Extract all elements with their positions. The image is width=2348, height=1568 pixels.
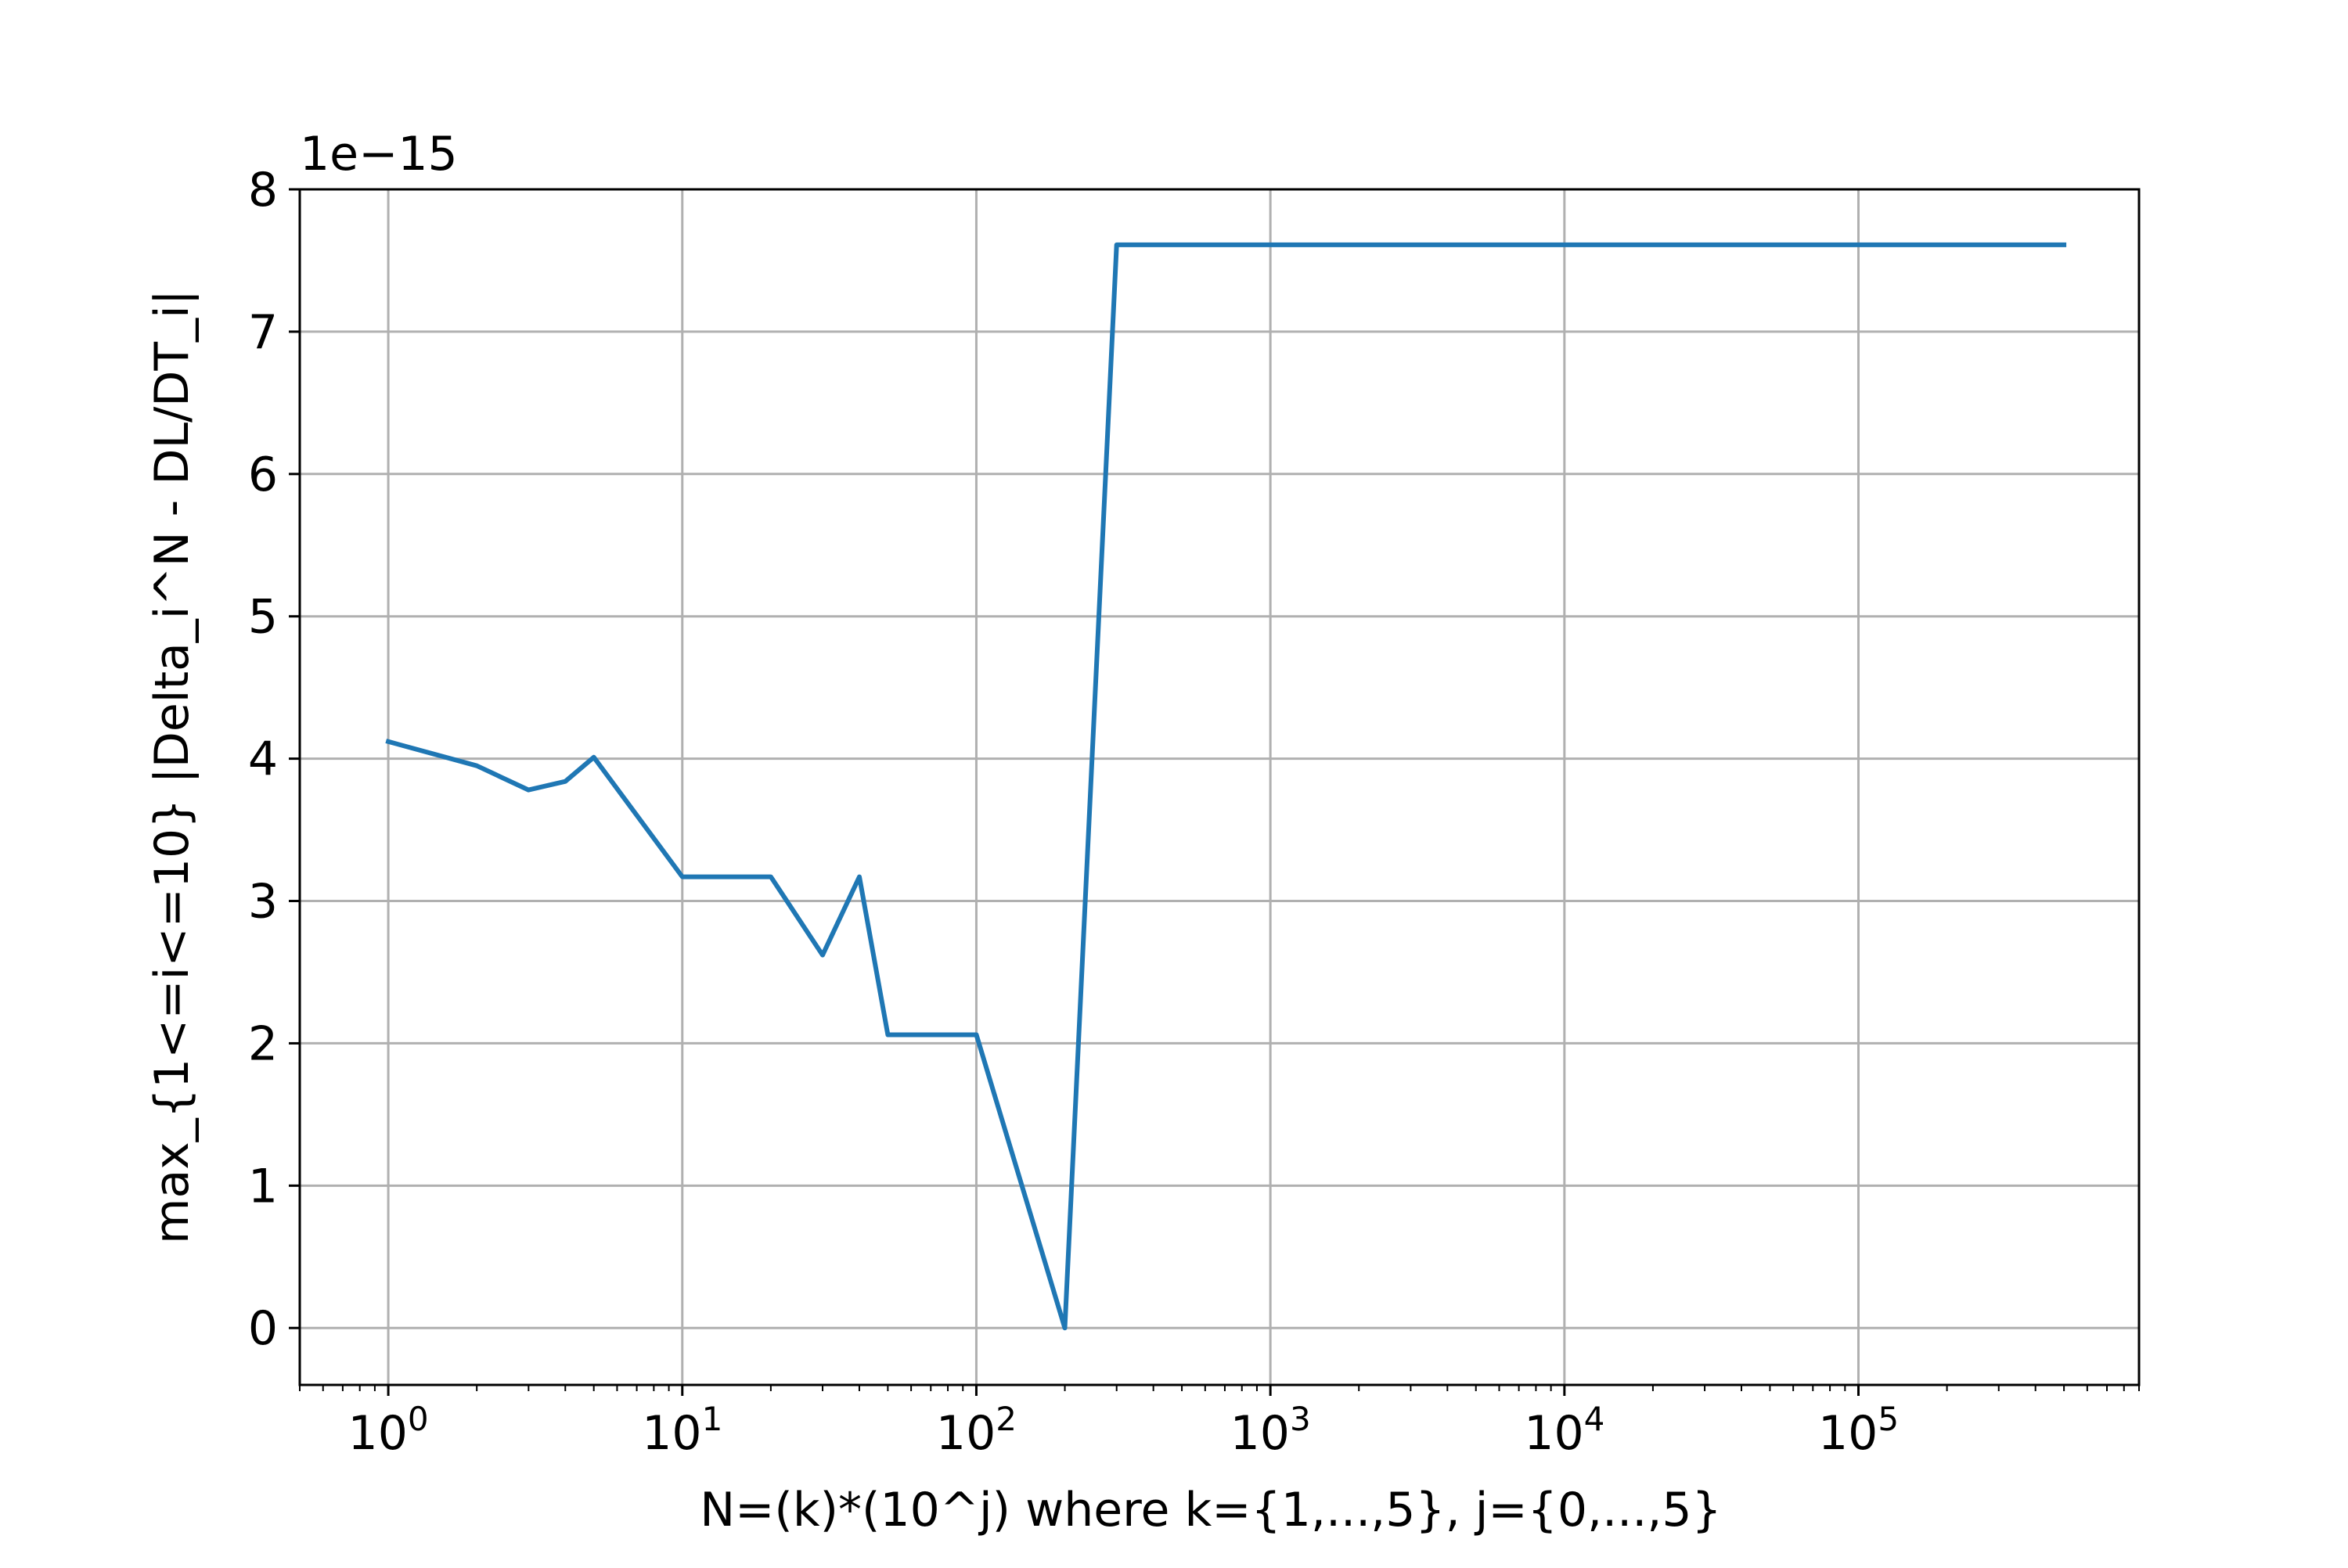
y-tick-label: 0 [248, 1301, 278, 1356]
x-axis-label: N=(k)*(10^j) where k={1,...,5}, j={0,...… [700, 1483, 1721, 1537]
y-tick-label: 6 [248, 448, 278, 502]
x-tick-label: 104 [1524, 1400, 1604, 1461]
y-offset-label: 1e−15 [300, 127, 458, 182]
series-line [385, 242, 2067, 1331]
x-axis-ticks: 100 101 102 103 104 105 [299, 1385, 2140, 1461]
y-tick-label: 7 [248, 305, 278, 360]
series-layer [385, 242, 2067, 1331]
plot-area [300, 189, 2139, 1385]
y-axis-label: max_{1<=i<=10} |Delta_i^N - DL/DT_i| [145, 290, 200, 1244]
plot-frame [298, 188, 2141, 1386]
y-tick-label: 3 [248, 875, 278, 930]
x-tick-label: 102 [936, 1400, 1017, 1461]
x-tick-label: 101 [642, 1400, 722, 1461]
y-tick-label: 5 [248, 590, 278, 645]
y-axis-ticks: 0 1 2 3 4 5 6 7 8 [248, 163, 300, 1356]
x-tick-label: 105 [1818, 1400, 1899, 1461]
y-tick-label: 8 [248, 163, 278, 218]
y-tick-label: 1 [248, 1159, 278, 1214]
y-tick-label: 4 [248, 732, 278, 787]
y-tick-label: 2 [248, 1016, 278, 1071]
x-tick-label: 103 [1230, 1400, 1311, 1461]
x-tick-label: 100 [348, 1400, 429, 1461]
